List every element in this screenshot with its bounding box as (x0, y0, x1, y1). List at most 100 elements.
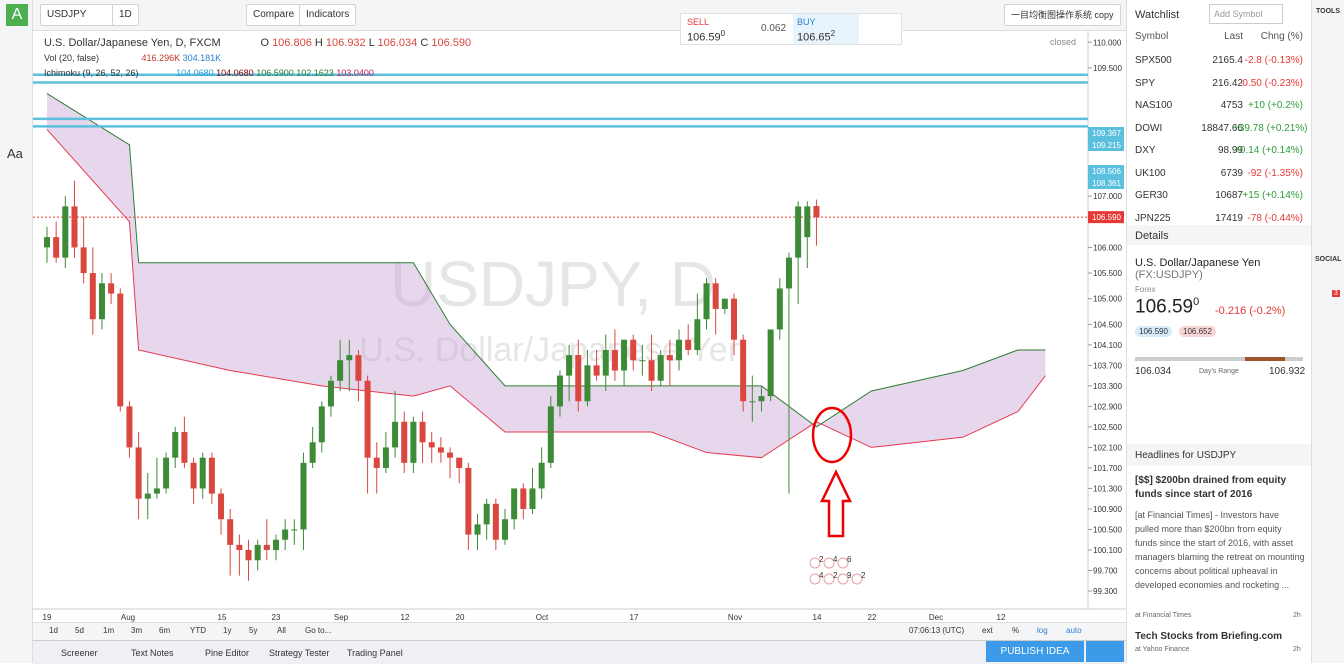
cloud-span-b (46, 129, 1046, 459)
symbol[interactable]: GER30 (1135, 190, 1168, 201)
candle-body (190, 462, 197, 489)
buy-label[interactable]: BUY (797, 17, 816, 27)
instrument: U.S. Dollar/Japanese Yen (1135, 257, 1261, 269)
price-tick-label: 105.000 (1093, 295, 1122, 304)
bottom-tab[interactable]: Trading Panel (347, 648, 403, 658)
candle-body (785, 257, 792, 289)
bottom-tab[interactable]: Text Notes (131, 648, 174, 658)
buy-price[interactable]: 106.652 (797, 29, 835, 44)
range-button[interactable]: All (277, 626, 286, 635)
indicators-button[interactable]: Indicators (299, 4, 357, 26)
candle-body (767, 329, 774, 397)
event-marker (809, 573, 821, 585)
layout-name[interactable]: 一目均衡图操作系统 copy (1004, 4, 1121, 26)
symbol[interactable]: DXY (1135, 145, 1156, 156)
interval[interactable]: 1D (112, 4, 139, 26)
sell-price[interactable]: 106.590 (687, 29, 725, 44)
candle-body (749, 401, 756, 403)
date-label: 20 (456, 613, 465, 622)
title: U.S. Dollar/Japanese Yen, D, FXCM (44, 37, 221, 49)
clock: 07:06:13 (UTC) (909, 626, 965, 635)
symbol[interactable]: DOWI (1135, 122, 1163, 134)
range-button[interactable]: Go to... (305, 626, 332, 635)
range-label: Day's Range (1199, 368, 1239, 375)
log-toggle[interactable]: log (1037, 626, 1048, 635)
symbol[interactable]: JPN225 (1135, 212, 1171, 224)
symbol[interactable]: UK100 (1135, 167, 1166, 179)
symbol[interactable]: SPY (1135, 77, 1156, 89)
date-label: 15 (218, 613, 227, 622)
sell-label[interactable]: SELL (687, 17, 710, 27)
watermark: USDJPY, D (390, 248, 716, 320)
event-count: 4 (833, 555, 838, 564)
last: 17419 (1215, 212, 1243, 224)
headline-title[interactable]: Tech Stocks from Briefing.com (1135, 631, 1283, 642)
date-label: 17 (630, 613, 639, 622)
auto-toggle[interactable]: auto (1066, 626, 1082, 635)
candle-body (337, 360, 344, 381)
chart: USDJPY, D U.S. Dollar/Japanese Yen 110.0… (33, 31, 1126, 640)
left-toolbar: A Aa (0, 0, 33, 663)
symbol[interactable]: SPX500 (1135, 55, 1172, 66)
last: 10687 (1215, 190, 1243, 201)
range-button[interactable]: YTD (190, 626, 206, 635)
price-tick-label: 102.500 (1093, 423, 1122, 432)
event-count: 4 (819, 571, 824, 580)
ichi-title: Ichimoku (9, 26, 52, 26) (44, 68, 139, 78)
chart-bg (33, 31, 1126, 640)
candle-body (254, 544, 261, 561)
headline-title[interactable]: [$$] $200bn drained from equity funds si… (1135, 475, 1287, 500)
bottom-tab[interactable]: Pine Editor (205, 648, 250, 658)
ohlc-label: C (420, 37, 429, 49)
symbol[interactable]: NAS100 (1135, 100, 1173, 111)
logo[interactable]: A (6, 4, 28, 26)
compare-button[interactable]: Compare (246, 4, 302, 26)
candle-body (218, 493, 225, 520)
event-marker (851, 573, 863, 585)
level-label: 108.361 (1092, 179, 1121, 188)
candle-body (144, 493, 151, 499)
price: 106.59 (1135, 296, 1194, 318)
ohlc-value: 106.590 (431, 37, 472, 49)
trade-widget: SELL 106.590 0.062 BUY 106.652 (680, 13, 902, 45)
candle-body (373, 457, 380, 468)
range-button[interactable]: 1d (49, 626, 58, 635)
price-tick-label: 102.100 (1093, 443, 1122, 452)
add-symbol[interactable]: Add Symbol (1209, 4, 1283, 24)
ext-toggle[interactable]: ext (982, 626, 993, 635)
event-marker (809, 557, 821, 569)
range-button[interactable]: 6m (159, 626, 171, 635)
range-button[interactable]: 5y (249, 626, 258, 635)
change: +0.14 (+0.14%) (1234, 145, 1303, 156)
price-tick-label: 107.000 (1093, 192, 1122, 201)
price-tick-label: 100.500 (1093, 525, 1122, 534)
more-button[interactable] (1086, 641, 1124, 662)
candle-body (227, 519, 234, 545)
candle-body (520, 488, 527, 509)
market-status: closed (1050, 37, 1077, 47)
bottom-tab[interactable]: Screener (61, 648, 98, 658)
price-sup: 0 (1193, 296, 1200, 308)
bottom-tab[interactable]: Strategy Tester (269, 648, 330, 658)
publish-button[interactable]: PUBLISH IDEA (986, 641, 1084, 662)
price-tick-label: 102.900 (1093, 402, 1122, 411)
range-button[interactable]: 3m (131, 626, 143, 635)
text-tool[interactable]: Aa (7, 146, 23, 161)
range-button[interactable]: 1m (103, 626, 115, 635)
range-button[interactable]: 5d (75, 626, 84, 635)
price-tick-label: 104.500 (1093, 320, 1122, 329)
event-marker (837, 573, 849, 585)
percent-toggle[interactable]: % (1012, 626, 1020, 635)
candle-body (98, 283, 105, 320)
date-label: Dec (929, 613, 943, 622)
range-button[interactable]: 1y (223, 626, 232, 635)
cloud-span-a (46, 93, 1046, 428)
candle-body (117, 293, 124, 407)
candle-body (813, 206, 820, 218)
ohlc-label: L (368, 37, 375, 49)
date-label: 14 (813, 613, 822, 622)
price-sup: 0 (720, 29, 726, 38)
symbol-input[interactable]: USDJPY (40, 4, 122, 26)
candle-body (712, 283, 719, 309)
